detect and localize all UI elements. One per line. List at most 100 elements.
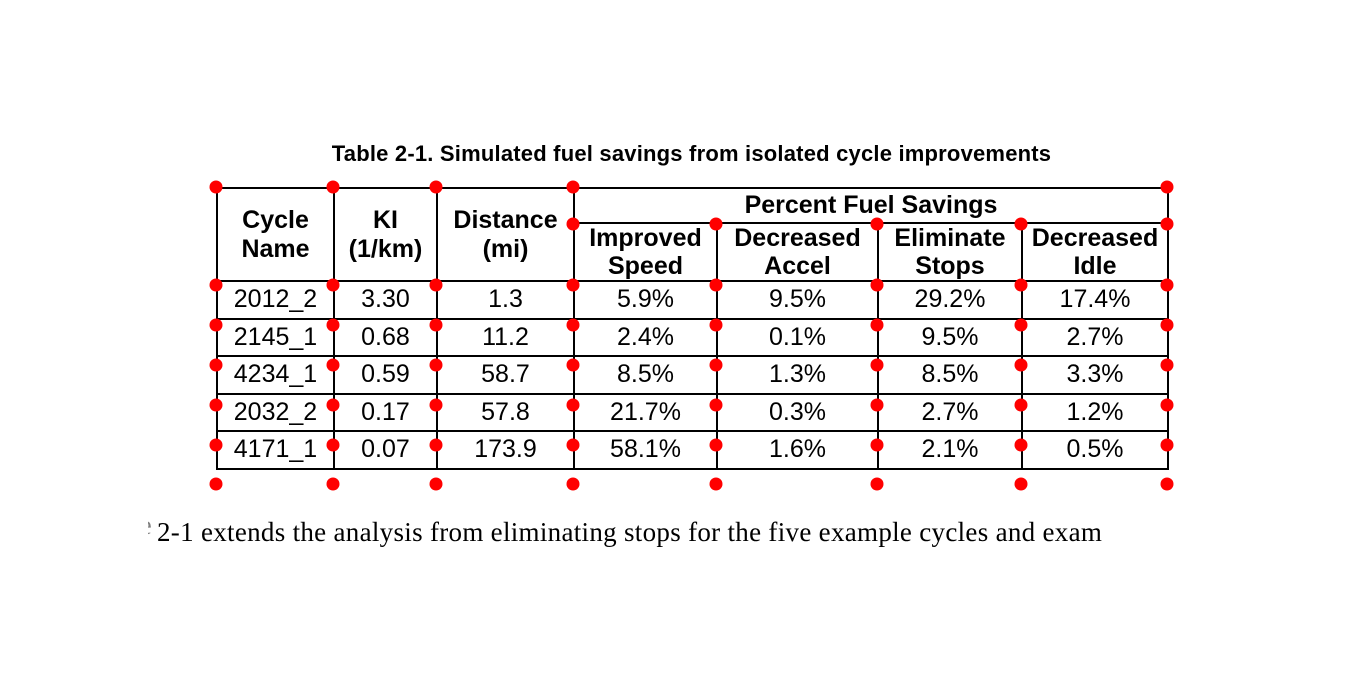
table-cell: 1.3 [436, 280, 575, 320]
body-text-line: e2-1 extends the analysis from eliminati… [148, 510, 1102, 548]
grid-marker-dot [1014, 358, 1028, 372]
grid-marker-dot [209, 358, 223, 372]
grid-marker-dot [209, 477, 223, 491]
column-header-distance: Distance (mi) [436, 187, 575, 282]
grid-marker-dot [1014, 477, 1028, 491]
table-cell: 2012_2 [216, 280, 335, 320]
grid-marker-dot [429, 180, 443, 194]
table-cell: 0.17 [333, 392, 438, 432]
grid-marker-dot [566, 438, 580, 452]
grid-marker-dot [326, 438, 340, 452]
table-cell: 9.5% [877, 317, 1023, 357]
grid-marker-dot [1160, 477, 1174, 491]
grid-marker-dot [1160, 318, 1174, 332]
column-group-header-percent-fuel-savings: Percent Fuel Savings [573, 187, 1169, 224]
table-cell: 0.1% [716, 317, 879, 357]
grid-marker-dot [429, 398, 443, 412]
grid-marker-dot [566, 398, 580, 412]
table-cell: 4171_1 [216, 430, 335, 470]
body-text: 2-1 extends the analysis from eliminatin… [157, 517, 1103, 547]
grid-marker-dot [209, 278, 223, 292]
table-cell: 0.68 [333, 317, 438, 357]
table-cell: 1.3% [716, 355, 879, 395]
table-row: 2032_2 0.17 57.8 21.7% 0.3% 2.7% 1.2% [216, 392, 1169, 432]
grid-marker-dot [429, 438, 443, 452]
table-row: 4234_1 0.59 58.7 8.5% 1.3% 8.5% 3.3% [216, 355, 1169, 395]
grid-marker-dot [429, 278, 443, 292]
grid-marker-dot [326, 398, 340, 412]
column-header-eliminate-stops: Eliminate Stops [877, 222, 1023, 282]
grid-marker-dot [429, 477, 443, 491]
table-cell: 5.9% [573, 280, 718, 320]
fuel-savings-table: Cycle Name KI (1/km) Distance (mi) Perce… [216, 187, 1169, 470]
table-cell: 2032_2 [216, 392, 335, 432]
grid-marker-dot [429, 358, 443, 372]
grid-marker-dot [870, 398, 884, 412]
grid-marker-dot [1160, 278, 1174, 292]
table-cell: 0.07 [333, 430, 438, 470]
table-cell: 9.5% [716, 280, 879, 320]
grid-marker-dot [566, 278, 580, 292]
column-header-decreased-idle: Decreased Idle [1021, 222, 1169, 282]
table-row: 4171_1 0.07 173.9 58.1% 1.6% 2.1% 0.5% [216, 430, 1169, 470]
grid-marker-dot [429, 318, 443, 332]
table-row: 2012_2 3.30 1.3 5.9% 9.5% 29.2% 17.4% [216, 280, 1169, 320]
column-header-ki: KI (1/km) [333, 187, 438, 282]
column-header-cycle-name: Cycle Name [216, 187, 335, 282]
grid-marker-dot [1160, 217, 1174, 231]
grid-marker-dot [870, 217, 884, 231]
grid-marker-dot [566, 358, 580, 372]
grid-marker-dot [566, 217, 580, 231]
table-cell: 21.7% [573, 392, 718, 432]
table-row: 2145_1 0.68 11.2 2.4% 0.1% 9.5% 2.7% [216, 317, 1169, 357]
grid-marker-dot [709, 398, 723, 412]
grid-marker-dot [1014, 318, 1028, 332]
grid-marker-dot [326, 278, 340, 292]
table-cell: 1.6% [716, 430, 879, 470]
grid-marker-dot [1160, 358, 1174, 372]
table-cell: 4234_1 [216, 355, 335, 395]
table-cell: 57.8 [436, 392, 575, 432]
header-row-top: Cycle Name KI (1/km) Distance (mi) Perce… [216, 187, 1169, 282]
grid-marker-dot [566, 180, 580, 194]
table-cell: 2145_1 [216, 317, 335, 357]
grid-marker-dot [870, 318, 884, 332]
grid-marker-dot [870, 477, 884, 491]
table-cell: 58.7 [436, 355, 575, 395]
table-caption: Table 2-1. Simulated fuel savings from i… [331, 141, 1052, 166]
table-cell: 8.5% [877, 355, 1023, 395]
grid-marker-dot [326, 358, 340, 372]
table-cell: 0.3% [716, 392, 879, 432]
table-cell: 2.7% [1021, 317, 1169, 357]
table-cell: 3.3% [1021, 355, 1169, 395]
grid-marker-dot [209, 438, 223, 452]
grid-marker-dot [870, 438, 884, 452]
table-cell: 0.59 [333, 355, 438, 395]
grid-marker-dot [326, 318, 340, 332]
table-cell: 0.5% [1021, 430, 1169, 470]
table-cell: 3.30 [333, 280, 438, 320]
grid-marker-dot [870, 358, 884, 372]
grid-marker-dot [1160, 180, 1174, 194]
grid-marker-dot [209, 180, 223, 194]
grid-marker-dot [709, 438, 723, 452]
grid-marker-dot [709, 318, 723, 332]
table-cell: 11.2 [436, 317, 575, 357]
header-row-sub: Improved Speed Decreased Accel Eliminate… [217, 222, 1169, 282]
table-cell: 173.9 [436, 430, 575, 470]
clipped-char: e [148, 510, 152, 541]
column-header-decreased-accel: Decreased Accel [716, 222, 879, 282]
grid-marker-dot [1014, 278, 1028, 292]
grid-marker-dot [1014, 438, 1028, 452]
column-header-improved-speed: Improved Speed [573, 222, 718, 282]
table-cell: 2.7% [877, 392, 1023, 432]
grid-marker-dot [870, 278, 884, 292]
grid-marker-dot [326, 180, 340, 194]
grid-marker-dot [209, 398, 223, 412]
grid-marker-dot [566, 477, 580, 491]
grid-marker-dot [1014, 398, 1028, 412]
table-cell: 58.1% [573, 430, 718, 470]
grid-marker-dot [209, 318, 223, 332]
table-cell: 2.1% [877, 430, 1023, 470]
table-cell: 29.2% [877, 280, 1023, 320]
